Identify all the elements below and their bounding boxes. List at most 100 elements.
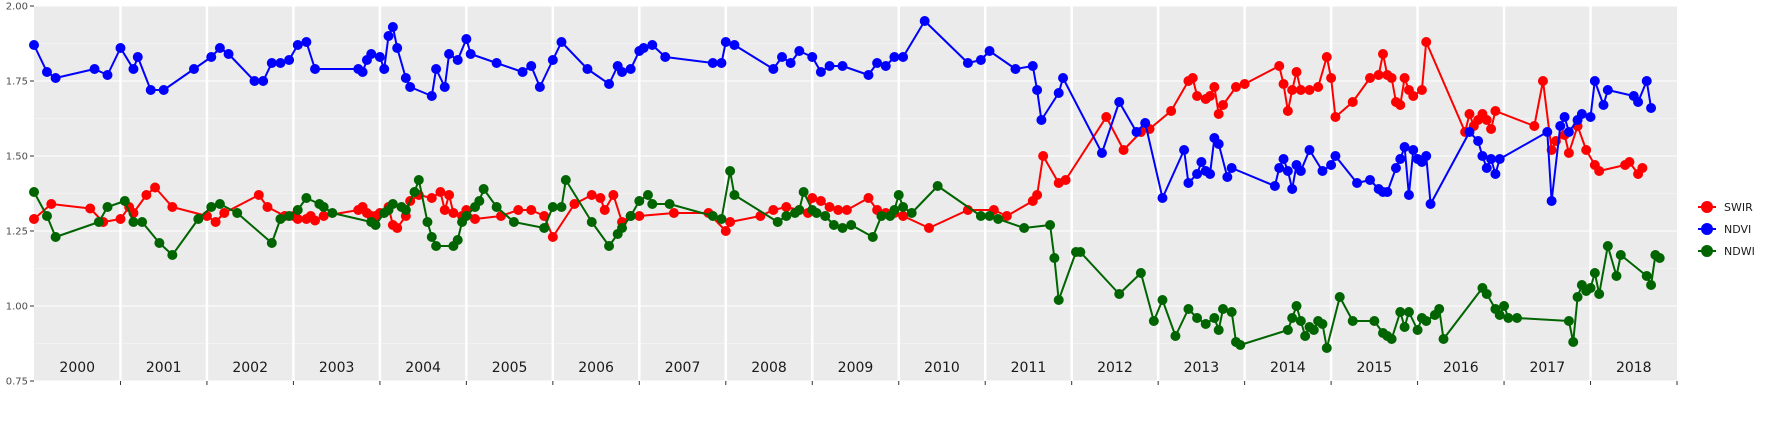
data-point-swir: [1313, 82, 1324, 92]
data-point-ndwi: [898, 202, 909, 212]
data-point-ndvi: [258, 76, 269, 86]
data-point-ndwi: [301, 193, 312, 203]
data-point-swir: [569, 199, 580, 209]
data-point-swir: [595, 193, 606, 203]
data-point-swir: [768, 205, 779, 215]
year-label: 2001: [146, 360, 182, 376]
data-point-ndwi: [1235, 340, 1246, 350]
data-point-ndvi: [1633, 97, 1644, 107]
data-point-ndvi: [1546, 196, 1557, 206]
data-point-swir: [1192, 91, 1203, 101]
data-point-swir: [1464, 109, 1475, 119]
data-point-ndwi: [461, 211, 472, 221]
data-point-ndwi: [781, 211, 792, 221]
year-label: 2009: [838, 360, 874, 376]
data-point-swir: [435, 187, 446, 197]
data-point-ndwi: [409, 187, 420, 197]
data-point-ndwi: [604, 241, 615, 251]
data-point-ndwi: [729, 190, 740, 200]
data-point-ndwi: [1347, 316, 1358, 326]
data-point-ndwi: [1602, 241, 1613, 251]
data-point-ndvi: [102, 70, 113, 80]
year-label: 2011: [1011, 360, 1047, 376]
data-point-ndvi: [1140, 118, 1151, 128]
data-point-ndwi: [1585, 283, 1596, 293]
data-point-ndvi: [1390, 163, 1401, 173]
data-point-swir: [1481, 115, 1492, 125]
data-point-swir: [833, 205, 844, 215]
data-point-ndvi: [1585, 112, 1596, 122]
data-point-ndvi: [1269, 181, 1280, 191]
data-point-swir: [1408, 91, 1419, 101]
data-point-ndvi: [431, 64, 442, 74]
data-point-ndwi: [1170, 331, 1181, 341]
data-point-ndwi: [206, 202, 217, 212]
data-point-ndvi: [249, 76, 260, 86]
data-point-ndwi: [232, 208, 243, 218]
legend-key-ndwi: [1696, 240, 1718, 262]
data-point-ndvi: [452, 55, 463, 65]
data-point-swir: [201, 211, 212, 221]
data-point-ndwi: [1615, 250, 1626, 260]
legend-item-swir: SWIR: [1696, 196, 1770, 218]
data-point-ndvi: [1646, 103, 1657, 113]
data-point-swir: [426, 193, 437, 203]
data-point-ndwi: [1148, 316, 1159, 326]
data-point-ndwi: [1157, 295, 1168, 305]
data-point-ndvi: [387, 22, 398, 32]
data-point-ndvi: [1473, 136, 1484, 146]
data-point-swir: [720, 226, 731, 236]
data-point-ndvi: [547, 55, 558, 65]
data-point-ndwi: [1308, 325, 1319, 335]
data-point-ndwi: [647, 199, 658, 209]
data-point-swir: [85, 203, 96, 214]
data-point-ndvi: [1365, 175, 1376, 185]
data-point-ndwi: [275, 214, 286, 224]
data-point-swir: [115, 214, 126, 224]
year-label: 2010: [924, 360, 960, 376]
data-point-ndvi: [880, 61, 891, 71]
data-point-ndvi: [863, 70, 874, 80]
legend-item-ndwi: NDWI: [1696, 240, 1770, 262]
data-point-swir: [392, 223, 403, 233]
data-point-swir: [815, 196, 826, 206]
data-point-swir: [448, 208, 459, 218]
data-point-ndwi: [1053, 295, 1064, 305]
data-point-ndwi: [1403, 307, 1414, 317]
year-label: 2002: [232, 360, 268, 376]
data-point-ndwi: [794, 205, 805, 215]
data-point-ndvi: [617, 67, 628, 77]
data-point-ndwi: [426, 232, 437, 242]
data-point-swir: [1209, 82, 1220, 92]
data-point-ndvi: [1053, 88, 1064, 98]
data-point-ndvi: [1486, 154, 1497, 164]
data-point-swir: [1295, 85, 1306, 95]
data-point-swir: [210, 217, 221, 227]
data-point-ndvi: [534, 82, 545, 92]
data-point-swir: [1490, 106, 1501, 116]
year-label: 2004: [405, 360, 441, 376]
y-tick-label: 1.50: [6, 152, 28, 163]
data-point-ndvi: [815, 67, 826, 77]
data-point-ndwi: [876, 211, 887, 221]
data-point-ndwi: [1412, 325, 1423, 335]
data-point-ndvi: [556, 37, 567, 47]
data-point-ndvi: [1425, 199, 1436, 209]
legend-key-swir: [1696, 196, 1718, 218]
data-point-ndvi: [1494, 154, 1505, 164]
data-point-swir: [1399, 73, 1410, 83]
data-point-ndvi: [1464, 127, 1475, 137]
data-point-ndwi: [413, 175, 424, 185]
data-point-swir: [1213, 109, 1224, 119]
data-point-swir: [470, 214, 481, 224]
data-point-ndwi: [1503, 313, 1514, 323]
data-point-swir: [219, 208, 230, 218]
data-point-ndvi: [465, 49, 476, 59]
data-point-ndwi: [508, 217, 519, 227]
data-point-swir: [781, 202, 792, 212]
data-point-ndvi: [1183, 178, 1194, 188]
data-point-ndvi: [1010, 64, 1021, 74]
year-label: 2016: [1443, 360, 1479, 376]
data-point-ndvi: [889, 52, 900, 62]
data-point-ndwi: [1438, 334, 1449, 344]
